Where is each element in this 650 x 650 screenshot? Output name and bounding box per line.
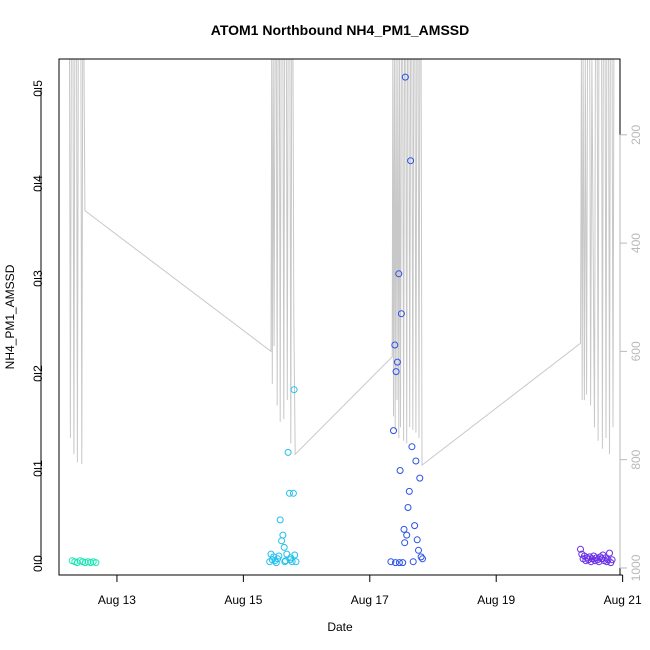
data-point-3 [577,545,584,553]
data-point-1 [281,558,289,566]
data-point-2 [405,487,413,495]
data-point-2 [411,522,419,530]
data-point-2 [413,536,421,544]
x-tick-label: Aug 19 [477,593,515,607]
y-tick-label: 0.0 [31,555,45,572]
data-point-2 [404,504,412,511]
data-point-3 [606,549,613,557]
data-point-2 [387,558,395,566]
x-tick-label: Aug 21 [604,593,642,607]
data-point-1 [278,537,286,545]
y-tick-label: 0.5 [31,80,45,97]
data-point-1 [286,489,293,497]
data-point-2 [393,358,401,366]
data-point-1 [270,553,278,561]
y2-tick-label: 800 [629,449,643,469]
data-point-1 [279,531,287,539]
y2-tick-label: 200 [629,124,643,144]
data-point-2 [417,553,425,561]
y2-tick-label: 600 [629,341,643,361]
data-point-2 [397,310,405,318]
data-point-2 [415,546,422,554]
x-axis-label: Date [327,620,353,634]
x-tick-label: Aug 15 [224,593,262,607]
y-tick-label: 0.1 [31,460,45,477]
data-point-0 [92,559,100,567]
y2-tick-label: 1000 [629,554,643,581]
data-point-2 [407,157,415,165]
data-point-2 [395,559,403,567]
pressure-line [69,59,615,467]
data-point-2 [416,474,424,482]
data-point-1 [288,558,296,566]
data-point-1 [289,489,297,497]
data-point-1 [284,448,292,456]
pressure-series [69,59,615,467]
data-point-2 [392,368,400,376]
data-point-2 [409,558,417,566]
data-point-1 [291,551,299,559]
data-points [68,73,616,567]
data-point-2 [401,73,409,81]
data-point-2 [408,443,416,451]
data-point-1 [292,558,300,566]
x-tick-label: Aug 13 [98,593,136,607]
data-point-1 [282,557,289,565]
chart-title: ATOM1 Northbound NH4_PM1_AMSSD [211,22,470,38]
data-point-2 [392,559,399,567]
y-tick-label: 0.2 [31,365,45,382]
data-point-1 [276,516,284,524]
x-axis: Aug 13 Aug 15 Aug 17 Aug 19 Aug 21 [98,574,642,607]
plot-frame [58,58,621,576]
data-point-2 [400,525,408,533]
data-point-1 [275,552,283,560]
data-point-2 [419,555,426,563]
data-point-2 [403,531,411,539]
y2-axis: 200 400 600 800 1000 [619,124,643,581]
data-point-2 [412,457,420,465]
data-point-3 [608,556,616,564]
data-point-1 [272,559,280,567]
y-tick-label: 0.3 [31,270,45,287]
y-axis-label: NH4_PM1_AMSSD [3,264,17,369]
x-tick-label: Aug 17 [351,593,389,607]
data-point-2 [401,539,409,547]
y-axis: 0.0 0.1 0.2 0.3 0.4 0.5 [31,80,45,572]
y-tick-label: 0.4 [31,175,45,192]
data-point-1 [283,550,291,558]
data-point-1 [280,543,288,551]
data-point-2 [396,467,404,474]
data-point-2 [399,559,407,567]
data-point-2 [391,341,399,349]
data-point-1 [290,386,298,394]
y2-tick-label: 400 [629,233,643,253]
data-point-2 [390,427,397,435]
data-point-2 [395,270,403,278]
